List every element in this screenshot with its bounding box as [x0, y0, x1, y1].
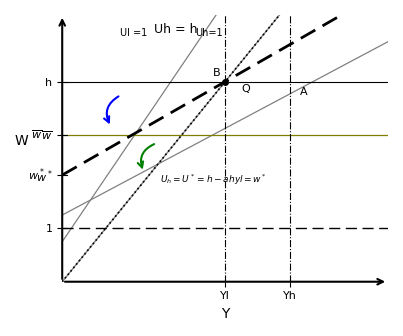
- Text: Uh=1: Uh=1: [195, 28, 222, 38]
- Text: A: A: [300, 87, 307, 97]
- X-axis label: Y: Y: [221, 307, 229, 321]
- Text: Q: Q: [241, 84, 250, 94]
- Text: B: B: [213, 68, 220, 78]
- Text: $w^*$: $w^*$: [28, 167, 44, 183]
- Text: Ul =1: Ul =1: [120, 28, 147, 38]
- Text: $\overline{w}$: $\overline{w}$: [31, 129, 42, 141]
- Text: $U_h = U^* = h - ahyl = w^*$: $U_h = U^* = h - ahyl = w^*$: [160, 173, 267, 187]
- Text: Uh = h: Uh = h: [154, 23, 198, 36]
- Y-axis label: W: W: [15, 134, 29, 149]
